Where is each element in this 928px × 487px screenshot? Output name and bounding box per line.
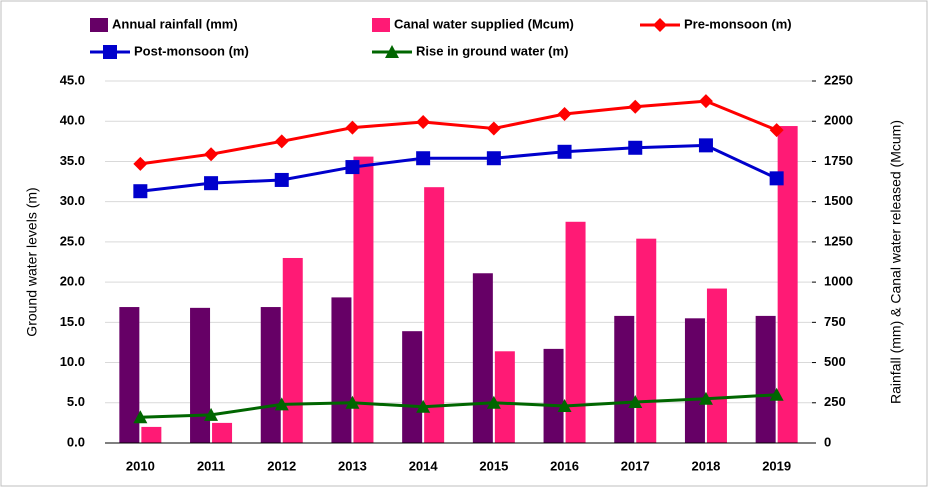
y2-tick-label: 500 [824,354,846,369]
marker [204,407,219,421]
bar [141,426,162,443]
bar [684,318,705,443]
y2-tick-label: 2000 [824,113,853,128]
y-tick-label: 20.0 [60,274,85,289]
x-tick-label: 2015 [479,458,508,473]
bar [777,126,798,443]
bar [260,307,281,443]
marker [345,120,360,135]
marker [385,45,399,58]
y2-tick-label: 1250 [824,233,853,248]
legend-label: Pre-monsoon (m) [684,16,792,31]
y-tick-label: 45.0 [60,72,85,87]
y2-tick-label: 1750 [824,153,853,168]
bar [212,422,233,443]
y2-tick-label: 2250 [824,72,853,87]
marker [653,18,667,32]
marker [345,395,360,409]
y2-tick-label: 1500 [824,193,853,208]
legend-label: Post-monsoon (m) [134,43,249,58]
marker [486,395,501,409]
marker [557,106,572,121]
y-tick-label: 15.0 [60,314,85,329]
x-tick-label: 2011 [197,458,225,473]
marker [345,160,360,175]
legend-label: Canal water supplied (Mcum) [394,16,574,31]
line [140,99,778,166]
legend-swatch [372,18,390,32]
x-tick-label: 2010 [126,458,155,473]
marker [274,397,289,411]
marker [204,176,219,191]
y2-tick-label: 250 [824,394,846,409]
marker [103,45,117,59]
marker [274,172,289,187]
line [140,143,778,193]
bar [119,307,140,443]
marker [486,151,501,166]
bar [614,315,635,443]
y-tick-label: 30.0 [60,193,85,208]
marker [698,391,713,405]
bar [353,156,374,443]
bar [331,297,352,443]
y2-tick-label: 1000 [824,274,853,289]
marker [628,394,643,408]
marker [133,184,148,199]
bar [494,351,515,443]
bar [636,238,657,443]
x-tick-label: 2012 [267,458,296,473]
y-tick-label: 0.0 [67,434,85,449]
legend-label: Rise in ground water (m) [416,43,568,58]
marker [486,121,501,136]
marker [133,410,148,424]
bar [190,307,211,443]
y-tick-label: 10.0 [60,354,85,369]
marker [769,171,784,186]
legend-swatch [90,18,108,32]
bar [472,273,493,443]
marker [769,123,784,138]
marker [557,398,572,412]
x-tick-label: 2017 [621,458,650,473]
legend-label: Annual rainfall (mm) [112,16,238,31]
marker [557,144,572,159]
y2-axis-label: Rainfall (mm) & Canal water released (Mc… [888,120,904,404]
marker [628,140,643,155]
bar [282,257,303,443]
marker [416,115,431,130]
marker [133,156,148,171]
x-tick-label: 2013 [338,458,367,473]
y2-tick-label: 0 [824,434,831,449]
bar [424,187,445,443]
y-axis-label: Ground water levels (m) [24,187,40,336]
x-tick-label: 2016 [550,458,579,473]
marker [416,151,431,166]
marker [628,99,643,114]
y-tick-label: 40.0 [60,113,85,128]
bar [706,288,727,443]
y-tick-label: 5.0 [67,394,85,409]
bar [565,221,586,443]
y-tick-label: 25.0 [60,233,85,248]
bar [755,315,776,443]
marker [274,134,289,149]
marker [769,387,784,401]
marker [416,399,431,413]
x-tick-label: 2019 [762,458,791,473]
y-tick-label: 35.0 [60,153,85,168]
bar [402,331,423,443]
x-tick-label: 2018 [691,458,720,473]
y2-tick-label: 750 [824,314,846,329]
marker [698,94,713,109]
bar [543,348,564,443]
x-tick-label: 2014 [409,458,439,473]
marker [698,138,713,153]
marker [204,147,219,162]
line [140,393,777,419]
